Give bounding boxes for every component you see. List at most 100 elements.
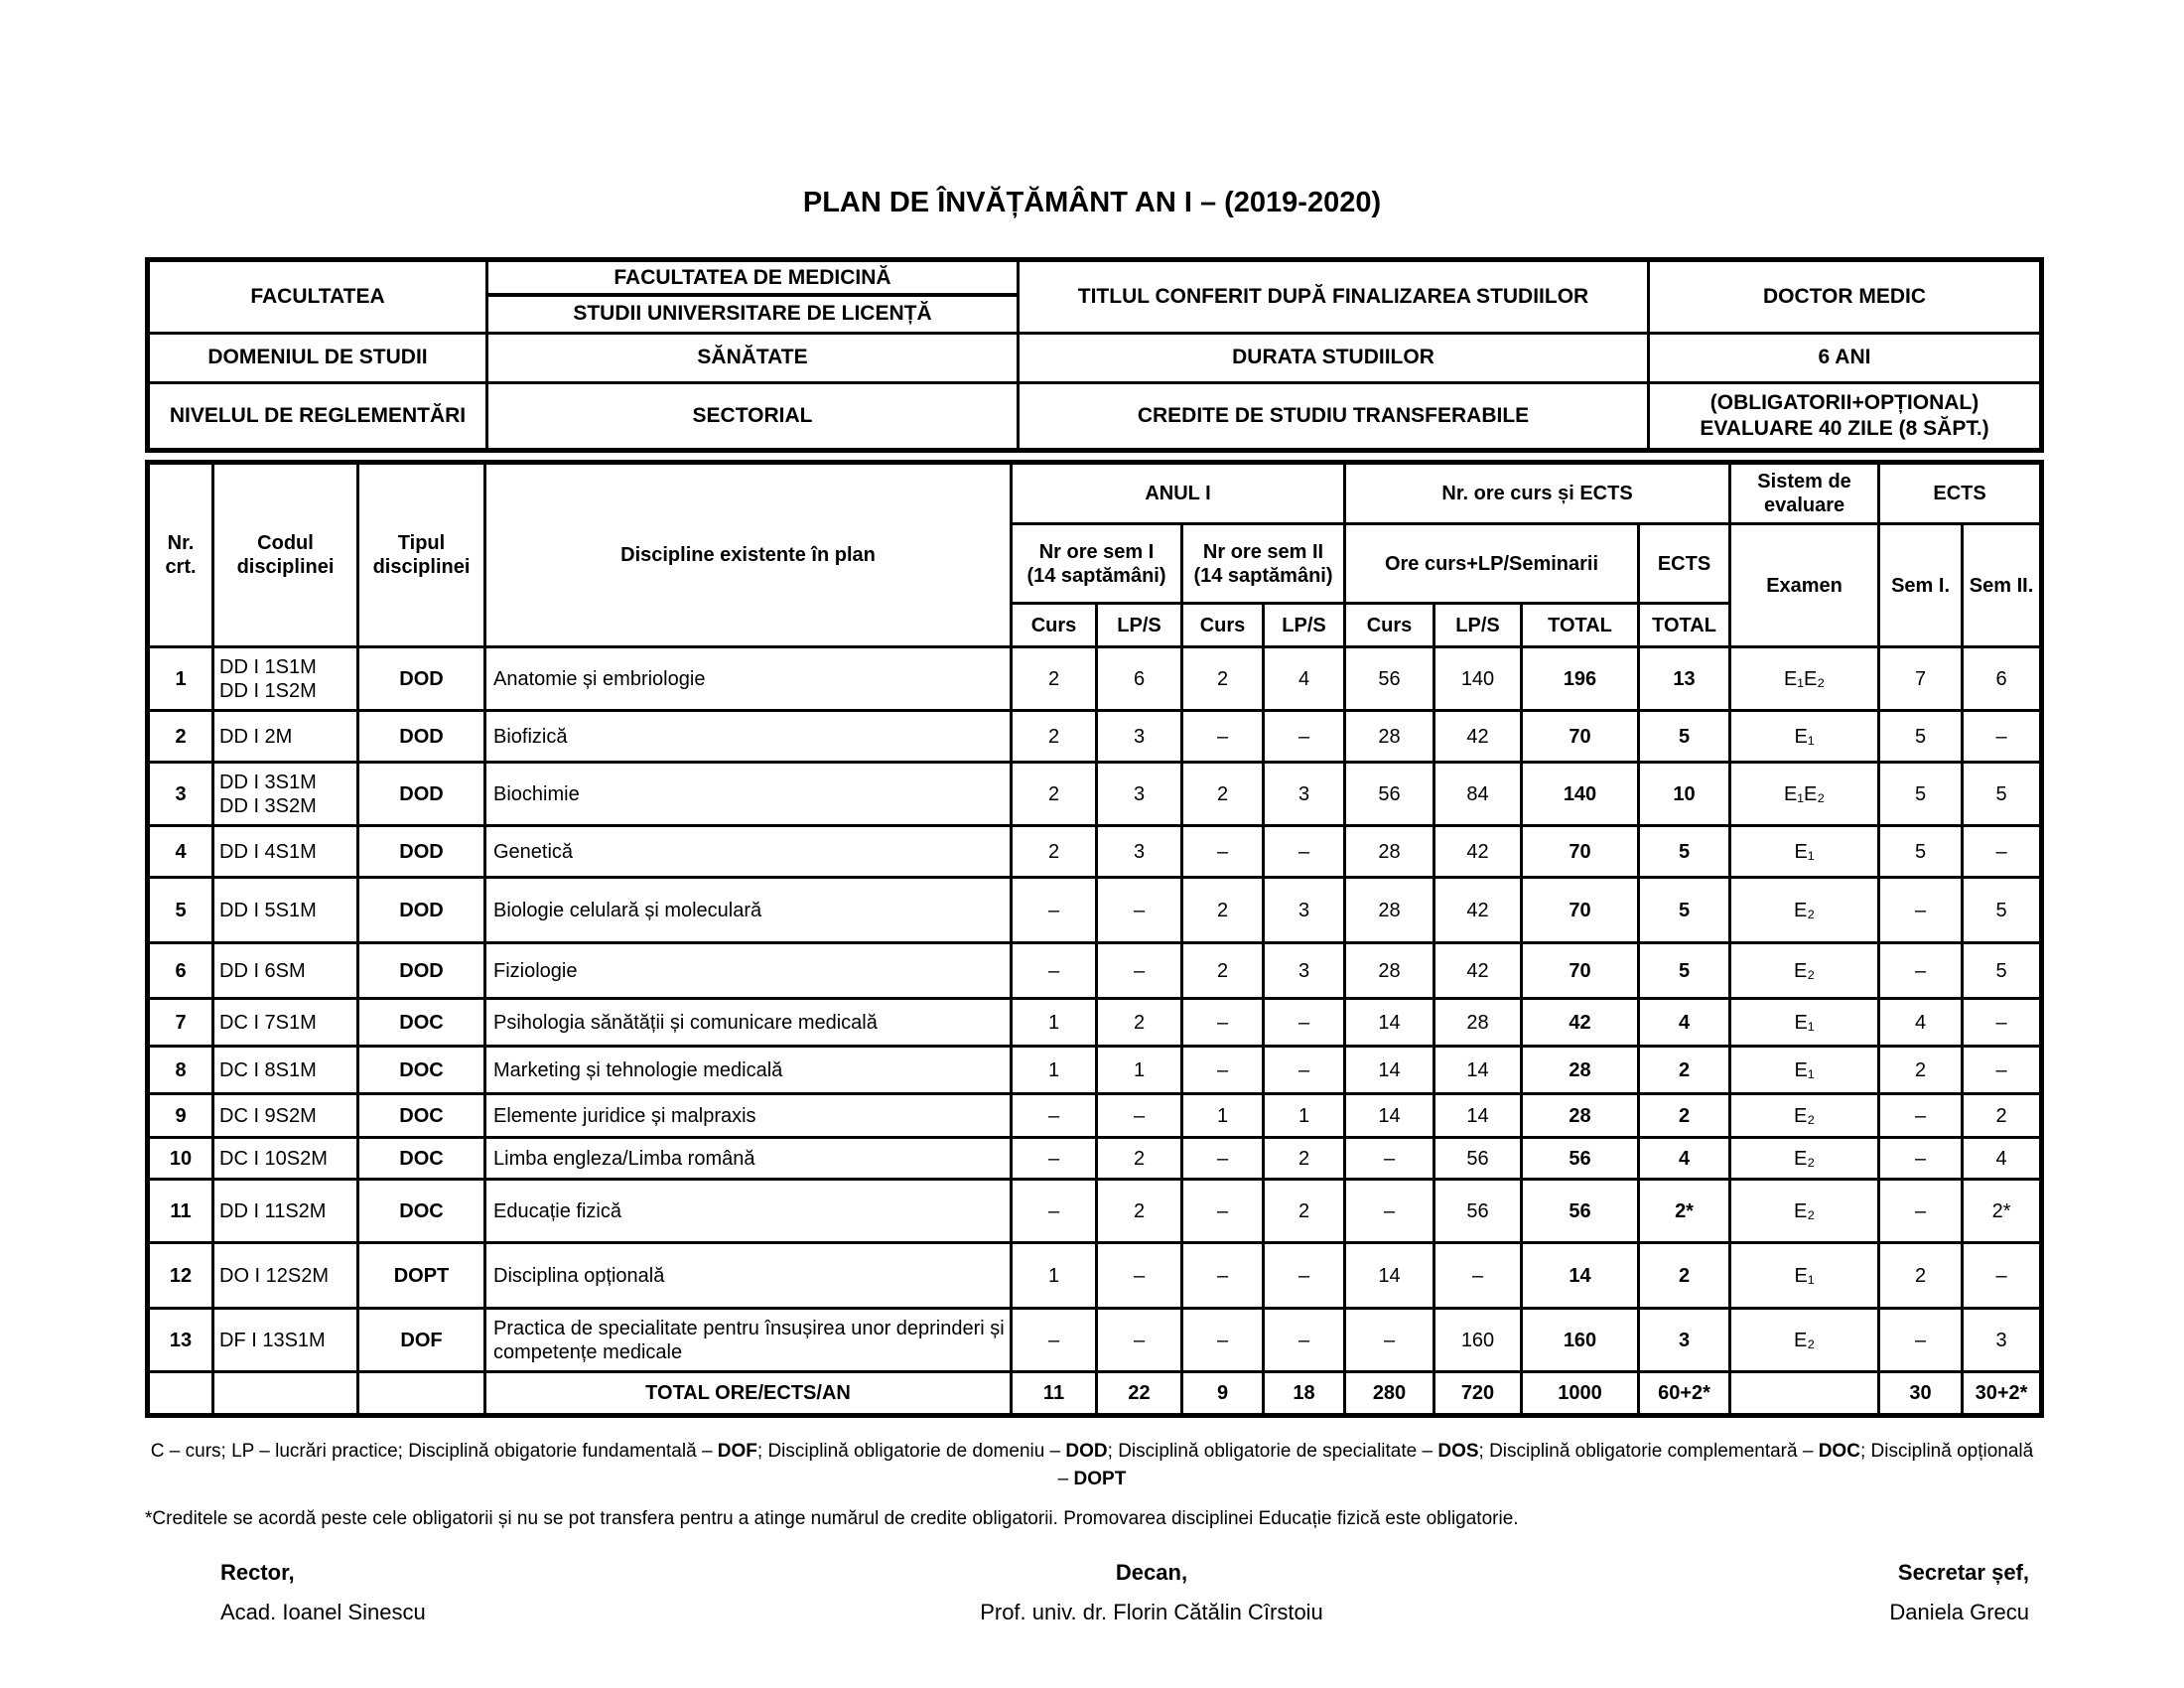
table-row: 3 DD I 3S1M DD I 3S2M DOD Biochimie 2 3 2 3 56 84 1…: [146, 761, 2044, 827]
cell-ects: 5: [1636, 709, 1732, 764]
header-ects-group: ECTS: [1877, 461, 2044, 525]
cell-disc: Biochimie: [483, 761, 1013, 827]
cell-cod: DO I 12S2M: [211, 1241, 359, 1310]
cell-s2_curs: –: [1180, 709, 1265, 764]
cell-s2_curs: –: [1180, 824, 1265, 879]
cell-s2_curs: –: [1180, 1241, 1265, 1310]
cell-ects: 3: [1636, 1307, 1732, 1373]
cell-s1_curs: –: [1010, 1136, 1098, 1181]
cell-tip: DOC: [356, 1092, 486, 1139]
cell-ects_s2: 3: [1961, 1307, 2044, 1373]
cell-oc_lps: –: [1433, 1241, 1523, 1310]
cell-tip: DOC: [356, 997, 486, 1048]
cell-s2_lps: –: [1262, 1241, 1346, 1310]
cell-nr: 5: [146, 876, 214, 944]
facultatea-value-line1: FACULTATEA DE MEDICINĂ: [489, 263, 1016, 297]
cell-s1_lps: 3: [1095, 761, 1183, 827]
cell-ects: 4: [1636, 997, 1732, 1048]
table-row: 13 DF I 13S1M DOF Practica de specialitate …: [146, 1307, 2044, 1373]
credite-value-line2: EVALUARE 40 ZILE (8 SĂPT.): [1700, 417, 1989, 440]
cell-s1_lps: 2: [1095, 997, 1183, 1048]
cell-tip: DOF: [356, 1307, 486, 1373]
cell-ects_s2: –: [1961, 1045, 2044, 1095]
header-sem1: Sem I.: [1877, 522, 1965, 648]
plan-table-body: 1 DD I 1S1M DD I 1S2M DOD Anatomie și embrio…: [146, 645, 2044, 1417]
cell-cod: DD I 3S1M DD I 3S2M: [211, 761, 359, 827]
cell-ects: 5: [1636, 824, 1732, 879]
cell-oc_lps: 42: [1433, 824, 1523, 879]
cell-ects_s2: –: [1961, 824, 2044, 879]
cell-oc_total: 70: [1520, 941, 1640, 1000]
cell-disc: Anatomie și embriologie: [483, 645, 1013, 712]
cell-s1_lps: –: [1095, 1307, 1183, 1373]
header-sem2: Sem II.: [1961, 522, 2044, 648]
total-value-0: 11: [1010, 1370, 1098, 1417]
cell-cod: DD I 2M: [211, 709, 359, 764]
cell-examen: E₁E₂: [1728, 761, 1881, 827]
cell-oc_lps: 140: [1433, 645, 1523, 712]
cell-oc_curs: 14: [1343, 1045, 1435, 1095]
cell-ects_s2: 5: [1961, 876, 2044, 944]
cell-disc: Elemente juridice și malpraxis: [483, 1092, 1013, 1139]
cell-ects: 5: [1636, 876, 1732, 944]
titlul-value: DOCTOR MEDIC: [1647, 258, 2043, 335]
cell-cod: DD I 11S2M: [211, 1178, 359, 1244]
cell-disc: Marketing și tehnologie medicală: [483, 1045, 1013, 1095]
info-row-domeniul: DOMENIUL DE STUDII SĂNĂTATE DURATA STUDI…: [146, 332, 2043, 384]
page-title: PLAN DE ÎNVĂȚĂMÂNT AN I – (2019-2020): [802, 187, 1382, 218]
header-lps-s2: LP/S: [1262, 602, 1346, 648]
cell-ects_s1: 2: [1877, 1241, 1965, 1310]
facultatea-value-line2: STUDII UNIVERSITARE DE LICENȚĂ: [573, 301, 932, 325]
signatures: Rector, Acad. Ioanel Sinescu Decan, Prof…: [145, 1560, 2039, 1625]
rector-title: Rector,: [220, 1560, 295, 1586]
cell-oc_total: 70: [1520, 824, 1640, 879]
durata-value: 6 ANI: [1647, 332, 2043, 384]
titlul-label: TITLUL CONFERIT DUPĂ FINALIZAREA STUDIIL…: [1017, 258, 1650, 335]
nivelul-value: SECTORIAL: [485, 381, 1020, 452]
cell-tip: DOD: [356, 709, 486, 764]
cell-examen: E₂: [1728, 941, 1881, 1000]
cell-oc_lps: 14: [1433, 1045, 1523, 1095]
cell-cod: DC I 10S2M: [211, 1136, 359, 1181]
header-tipul: Tipul disciplinei: [356, 461, 486, 648]
cell-cod: DF I 13S1M: [211, 1307, 359, 1373]
cell-s1_lps: 3: [1095, 824, 1183, 879]
header-curs-s1: Curs: [1010, 602, 1098, 648]
legend-line-2: – DOPT: [1057, 1468, 1127, 1489]
cell-disc: Practica de specialitate pentru însușire…: [483, 1307, 1013, 1373]
cell-tip-empty: [356, 1370, 486, 1417]
header-curs-ore: Curs: [1343, 602, 1435, 648]
cell-oc_curs: 14: [1343, 997, 1435, 1048]
cell-cod: DD I 4S1M: [211, 824, 359, 879]
cell-s1_curs: 2: [1010, 709, 1098, 764]
cell-s1_curs: 1: [1010, 1241, 1098, 1310]
cell-oc_curs: 56: [1343, 645, 1435, 712]
cell-oc_lps: 56: [1433, 1136, 1523, 1181]
cell-s1_curs: 1: [1010, 1045, 1098, 1095]
cell-s2_curs: 2: [1180, 941, 1265, 1000]
cell-oc_curs: –: [1343, 1178, 1435, 1244]
cell-s1_curs: 1: [1010, 997, 1098, 1048]
header-total-ects: TOTAL: [1636, 602, 1732, 648]
cell-s2_lps: 4: [1262, 645, 1346, 712]
cell-s1_curs: –: [1010, 941, 1098, 1000]
cell-ects_s2: 4: [1961, 1136, 2044, 1181]
cell-s1_curs: 2: [1010, 645, 1098, 712]
cell-s1_lps: 2: [1095, 1136, 1183, 1181]
cell-s2_curs: –: [1180, 1307, 1265, 1373]
header-examen: Examen: [1728, 522, 1881, 648]
cell-oc_total: 196: [1520, 645, 1640, 712]
cell-disc: Psihologia sănătății și comunicare medic…: [483, 997, 1013, 1048]
cell-ects_s1: –: [1877, 1136, 1965, 1181]
cell-s2_lps: –: [1262, 1045, 1346, 1095]
cell-oc_total: 28: [1520, 1092, 1640, 1139]
cell-ects_s2: 5: [1961, 761, 2044, 827]
header-ore-group: Ore curs+LP/Seminarii: [1343, 522, 1640, 605]
cell-oc_total: 28: [1520, 1045, 1640, 1095]
cell-nr: 6: [146, 941, 214, 1000]
total-label: TOTAL ORE/ECTS/AN: [483, 1370, 1013, 1417]
table-row: 6 DD I 6SM DOD Fiziologie – –2 3 28 42 70 5 E₂ –5: [146, 941, 2044, 1000]
cell-examen: E₁: [1728, 1241, 1881, 1310]
cell-oc_curs: 28: [1343, 824, 1435, 879]
cell-s1_curs: –: [1010, 876, 1098, 944]
